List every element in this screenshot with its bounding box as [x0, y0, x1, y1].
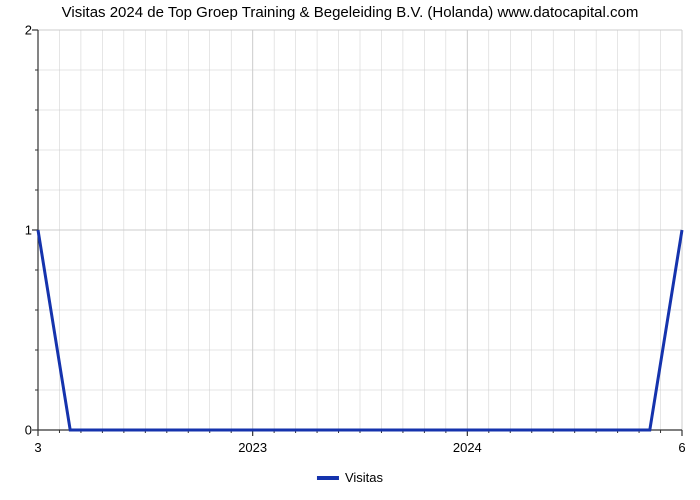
- legend: Visitas: [317, 470, 383, 485]
- legend-label: Visitas: [345, 470, 383, 485]
- x-tick-label: 2023: [238, 440, 267, 455]
- chart-svg: [0, 0, 700, 500]
- y-tick-label: 1: [2, 223, 32, 238]
- x-tick-label: 2024: [453, 440, 482, 455]
- x-tick-label: 3: [34, 440, 41, 455]
- x-tick-label: 6: [678, 440, 685, 455]
- y-tick-label: 0: [2, 423, 32, 438]
- legend-swatch: [317, 476, 339, 480]
- y-tick-label: 2: [2, 23, 32, 38]
- chart-container: Visitas 2024 de Top Groep Training & Beg…: [0, 0, 700, 500]
